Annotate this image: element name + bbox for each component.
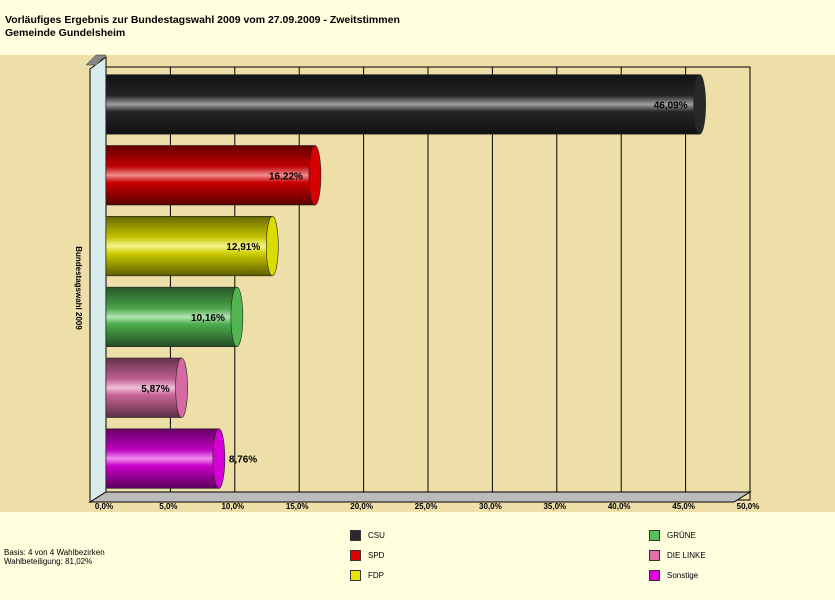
bar-cap [265,216,279,277]
x-tick-label: 40,0% [608,502,631,511]
x-tick-label: 50,0% [737,502,760,511]
x-tick-label: 5,0% [159,502,177,511]
title-line-1: Vorläufiges Ergebnis zur Bundestagswahl … [5,14,400,26]
legend-swatch [350,570,361,581]
bar-cap [693,74,706,135]
bar-cap [230,286,244,347]
turnout-text: Wahlbeteiligung: 81,02% [4,557,93,566]
legend-item: SPD [350,550,384,561]
data-label: 46,09% [654,100,688,111]
bar-cap [212,428,226,489]
floor [88,491,752,503]
bar-csu [105,74,706,135]
bar-fdp [105,216,279,277]
title-line-2: Gemeinde Gundelsheim [5,27,126,39]
data-label: 16,22% [269,171,303,182]
data-label: 5,87% [141,384,169,395]
x-tick-label: 45,0% [672,502,695,511]
wall-top [85,54,107,66]
legend-swatch [649,550,660,561]
x-tick-label: 35,0% [543,502,566,511]
x-tick-label: 10,0% [221,502,244,511]
bar-body [105,145,316,206]
bar-body [105,216,273,277]
legend-item: Sonstige [649,570,698,581]
bar-sonstige [105,428,226,489]
legend-item: FDP [350,570,384,581]
x-tick-label: 30,0% [479,502,502,511]
footer-info: Basis: 4 von 4 Wahlbezirken Wahlbeteilig… [4,548,105,566]
legend-label: SPD [368,551,385,560]
legend-label: Sonstige [667,571,699,580]
data-label: 8,76% [229,455,257,466]
x-tick-label: 25,0% [415,502,438,511]
bar-cap [308,145,322,206]
footer-background [0,512,835,600]
legend-label: CSU [368,531,385,540]
data-label: 12,91% [226,242,260,253]
legend-swatch [350,550,361,561]
x-tick-label: 15,0% [286,502,309,511]
bar-spd [105,145,322,206]
basis-text: Basis: 4 von 4 Wahlbezirken [4,548,105,557]
bar-grüne [105,286,244,347]
bar-body [105,74,700,135]
legend-label: DIE LINKE [667,551,706,560]
legend-item: GRÜNE [649,530,696,541]
legend-item: DIE LINKE [649,550,706,561]
legend-label: GRÜNE [667,531,696,540]
data-label: 10,16% [191,313,225,324]
x-tick-label: 0,0% [95,502,113,511]
x-tick-label: 20,0% [350,502,373,511]
legend-label: FDP [368,571,384,580]
bar-cap [175,357,188,418]
legend-item: CSU [350,530,385,541]
legend-swatch [350,530,361,541]
category-axis-label: Bundestagswahl 2009 [74,246,83,330]
bar-die-linke [105,357,188,418]
chart-title: Vorläufiges Ergebnis zur Bundestagswahl … [5,14,400,40]
bar-body [105,286,238,347]
legend-swatch [649,570,660,581]
left-wall [89,56,107,503]
bar-body [105,428,220,489]
legend-swatch [649,530,660,541]
